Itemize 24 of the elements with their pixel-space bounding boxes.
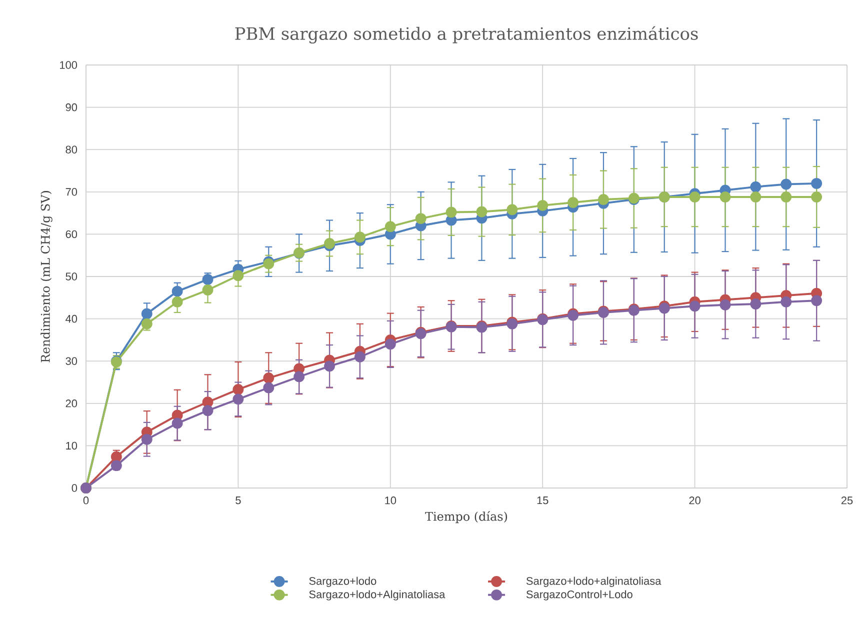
- y-tick-label: 30: [66, 357, 78, 365]
- y-tick-label: 20: [66, 400, 78, 408]
- y-tick-label: 50: [66, 272, 78, 280]
- y-tick-label: 10: [66, 442, 78, 450]
- x-axis-title: Tiempo (días): [425, 511, 508, 524]
- y-tick-label: 90: [66, 103, 78, 112]
- x-tick-label: 25: [841, 496, 853, 504]
- y-tick-label: 0: [72, 484, 78, 492]
- legend-label: Sargazo+lodo: [309, 576, 376, 587]
- x-tick-label: 5: [236, 496, 241, 504]
- y-tick-label: 60: [66, 230, 78, 238]
- legend-label: SargazoControl+Lodo: [526, 590, 632, 600]
- x-tick-label: 20: [689, 496, 700, 504]
- y-tick-label: 70: [66, 188, 78, 196]
- y-axis-title: Rendimiento (mL CH4/g SV): [40, 191, 52, 362]
- y-tick-label: 100: [60, 61, 78, 69]
- y-tick-label: 80: [66, 146, 78, 154]
- x-tick-label: 15: [537, 496, 548, 504]
- x-tick-label: 10: [385, 496, 396, 504]
- chart-title: PBM sargazo sometido a pretratamientos enzimáticos: [235, 26, 698, 44]
- x-tick-label: 0: [83, 496, 89, 504]
- legend-label: Sargazo+lodo+alginatoliasa: [526, 576, 662, 587]
- y-tick-label: 40: [66, 314, 78, 323]
- legend-label: Sargazo+lodo+Alginatoliasa: [309, 590, 446, 600]
